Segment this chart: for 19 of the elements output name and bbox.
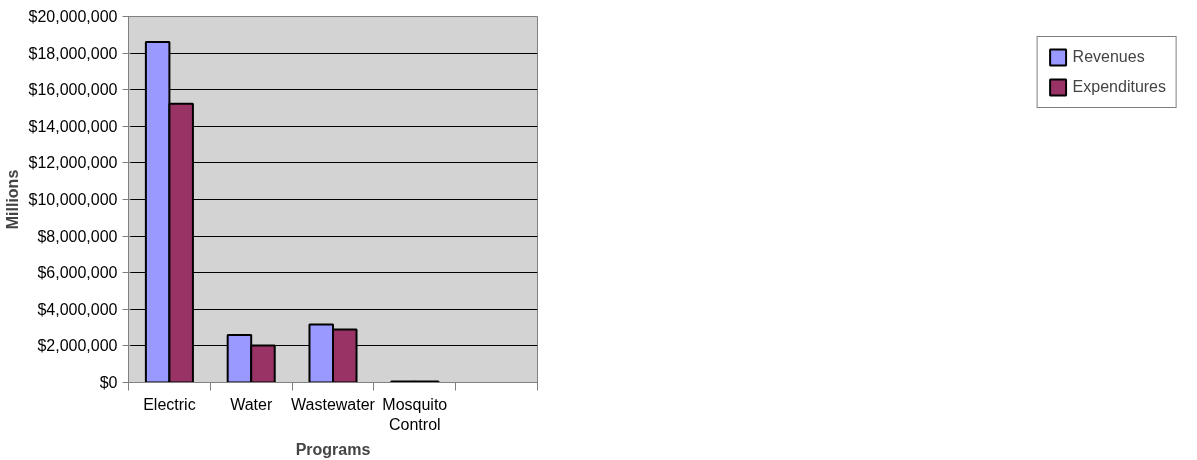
x-tick-label: Electric xyxy=(143,395,196,413)
y-tick-label: $18,000,000 xyxy=(28,44,118,62)
legend-label: Revenues xyxy=(1072,48,1145,66)
x-tick-label: Mosquito Control xyxy=(382,395,448,433)
y-tick-label: $0 xyxy=(99,374,118,391)
y-tick-label: $2,000,000 xyxy=(37,337,118,355)
y-tick-label: $6,000,000 xyxy=(37,264,118,282)
legend-label: Expenditures xyxy=(1072,78,1166,96)
y-tick-label: $4,000,000 xyxy=(37,300,118,318)
x-axis-title: Programs xyxy=(295,440,371,458)
y-tick-label: $16,000,000 xyxy=(28,81,118,99)
x-tick-label: Wastewater xyxy=(291,395,376,413)
x-tick-label: Water xyxy=(230,395,273,413)
y-tick-label: $12,000,000 xyxy=(28,154,118,172)
y-tick-label: $14,000,000 xyxy=(28,117,118,135)
y-axis-title: Millions xyxy=(3,169,21,230)
y-tick-label: $8,000,000 xyxy=(37,227,118,245)
y-tick-label: $20,000,000 xyxy=(28,8,118,25)
y-tick-label: $10,000,000 xyxy=(28,191,118,208)
